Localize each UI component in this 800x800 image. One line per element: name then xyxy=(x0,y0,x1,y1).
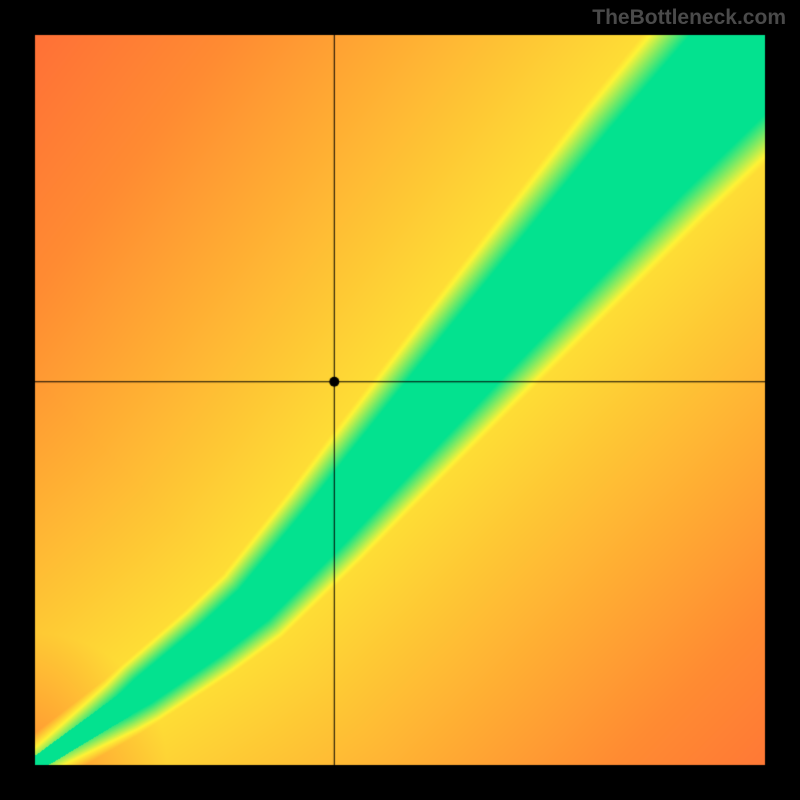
bottleneck-heatmap xyxy=(0,0,800,800)
figure-container: TheBottleneck.com xyxy=(0,0,800,800)
watermark-text: TheBottleneck.com xyxy=(592,6,786,30)
